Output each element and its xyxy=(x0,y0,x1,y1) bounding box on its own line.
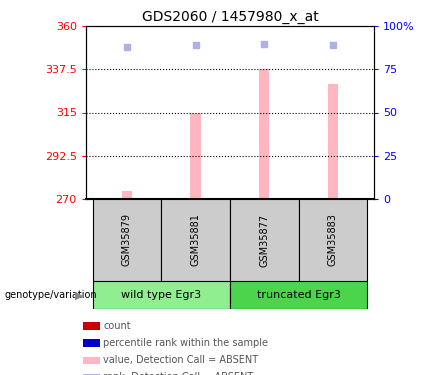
Bar xyxy=(122,191,132,199)
Text: wild type Egr3: wild type Egr3 xyxy=(121,290,202,300)
Text: GSM35879: GSM35879 xyxy=(122,213,132,267)
Bar xyxy=(93,199,161,281)
Title: GDS2060 / 1457980_x_at: GDS2060 / 1457980_x_at xyxy=(142,10,318,24)
Bar xyxy=(83,339,100,346)
Text: truncated Egr3: truncated Egr3 xyxy=(257,290,341,300)
Bar xyxy=(328,84,338,199)
Text: value, Detection Call = ABSENT: value, Detection Call = ABSENT xyxy=(103,355,258,365)
Text: GSM35877: GSM35877 xyxy=(259,213,269,267)
Bar xyxy=(93,281,230,309)
Bar xyxy=(191,112,201,199)
Bar xyxy=(230,199,298,281)
Text: percentile rank within the sample: percentile rank within the sample xyxy=(103,338,268,348)
Bar xyxy=(83,357,100,364)
Text: rank, Detection Call = ABSENT: rank, Detection Call = ABSENT xyxy=(103,372,253,375)
Bar xyxy=(83,374,100,375)
Bar xyxy=(259,69,269,199)
Text: ▶: ▶ xyxy=(75,290,83,300)
Text: GSM35883: GSM35883 xyxy=(328,214,338,266)
Bar xyxy=(83,322,100,330)
Text: GSM35881: GSM35881 xyxy=(191,214,201,266)
Bar xyxy=(161,199,230,281)
Text: count: count xyxy=(103,321,131,331)
Bar xyxy=(230,281,367,309)
Text: genotype/variation: genotype/variation xyxy=(4,290,97,300)
Bar xyxy=(298,199,367,281)
